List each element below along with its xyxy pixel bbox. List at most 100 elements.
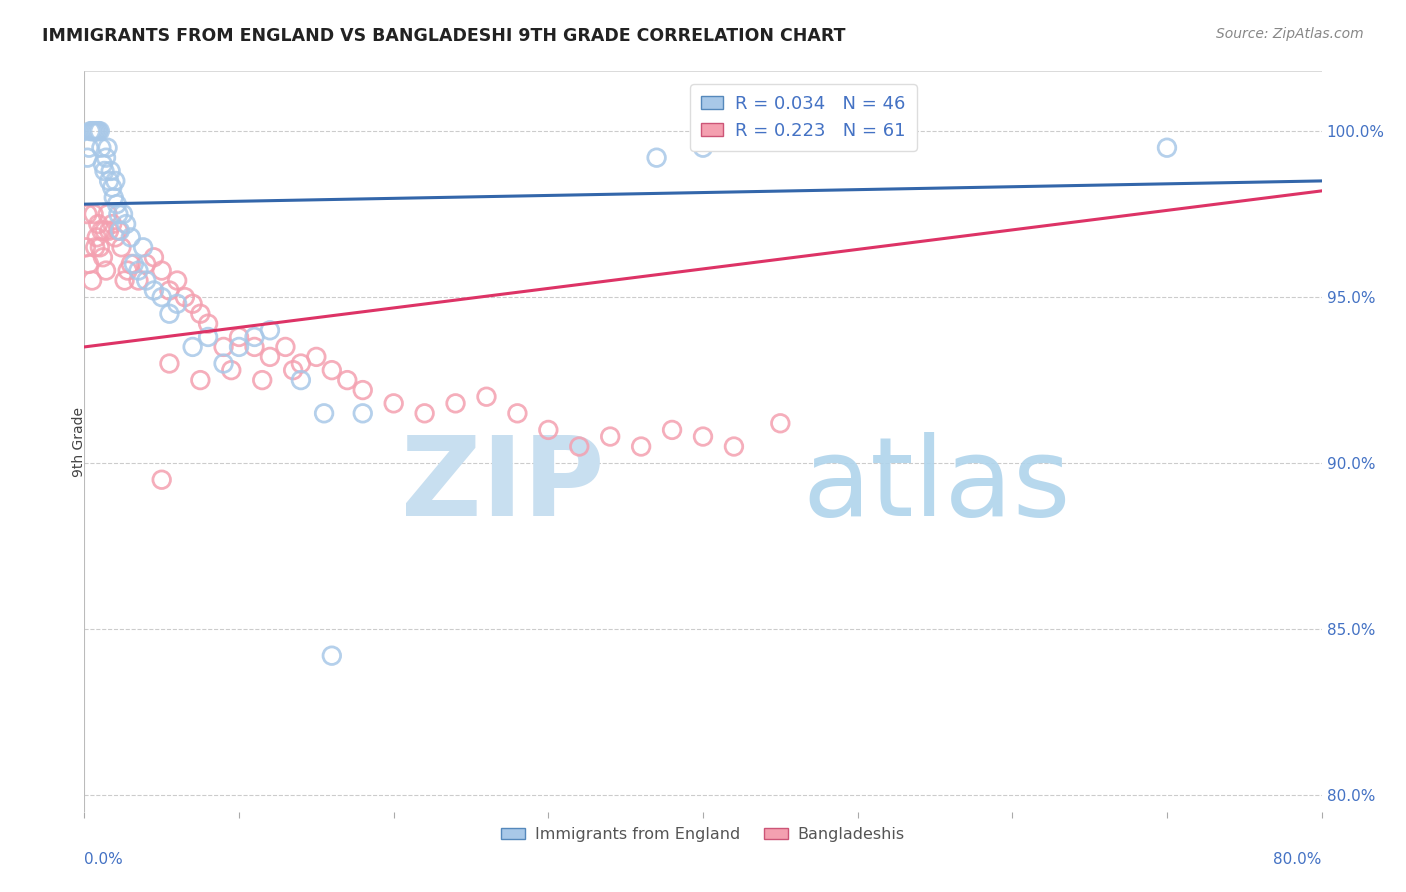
Point bbox=[89, 240, 111, 254]
Point bbox=[475, 390, 498, 404]
Point bbox=[259, 350, 281, 364]
Point bbox=[150, 290, 173, 304]
Point bbox=[290, 373, 312, 387]
Point bbox=[87, 217, 110, 231]
Text: 80.0%: 80.0% bbox=[1274, 852, 1322, 866]
Point bbox=[274, 340, 297, 354]
Point bbox=[382, 396, 405, 410]
Point bbox=[79, 124, 101, 138]
Point bbox=[769, 417, 792, 431]
Point bbox=[228, 340, 250, 354]
Text: atlas: atlas bbox=[801, 433, 1070, 540]
Point bbox=[127, 273, 149, 287]
Point bbox=[96, 141, 118, 155]
Point bbox=[352, 383, 374, 397]
Point bbox=[143, 284, 166, 298]
Point bbox=[84, 124, 107, 138]
Point bbox=[98, 174, 121, 188]
Point bbox=[91, 250, 114, 264]
Point bbox=[96, 207, 118, 221]
Point bbox=[114, 273, 136, 287]
Point bbox=[568, 440, 591, 454]
Text: Source: ZipAtlas.com: Source: ZipAtlas.com bbox=[1216, 27, 1364, 41]
Point bbox=[259, 323, 281, 337]
Point bbox=[108, 224, 131, 238]
Point bbox=[197, 330, 219, 344]
Point bbox=[537, 423, 560, 437]
Point bbox=[122, 257, 145, 271]
Point bbox=[321, 363, 343, 377]
Point bbox=[181, 340, 204, 354]
Point bbox=[101, 180, 124, 194]
Point bbox=[1156, 141, 1178, 155]
Point bbox=[413, 406, 436, 420]
Point bbox=[77, 257, 100, 271]
Point bbox=[117, 263, 139, 277]
Point bbox=[314, 406, 336, 420]
Point bbox=[84, 240, 107, 254]
Point bbox=[197, 317, 219, 331]
Point bbox=[143, 250, 166, 264]
Point bbox=[159, 307, 180, 321]
Point bbox=[159, 284, 180, 298]
Point bbox=[104, 174, 127, 188]
Point bbox=[86, 230, 108, 244]
Point bbox=[105, 197, 128, 211]
Point bbox=[250, 373, 273, 387]
Point bbox=[104, 230, 127, 244]
Point bbox=[91, 157, 114, 171]
Point bbox=[101, 217, 124, 231]
Point bbox=[135, 273, 157, 287]
Point bbox=[93, 224, 115, 238]
Point bbox=[336, 373, 359, 387]
Point bbox=[86, 124, 108, 138]
Point bbox=[93, 164, 115, 178]
Point bbox=[100, 164, 122, 178]
Text: IMMIGRANTS FROM ENGLAND VS BANGLADESHI 9TH GRADE CORRELATION CHART: IMMIGRANTS FROM ENGLAND VS BANGLADESHI 9… bbox=[42, 27, 845, 45]
Point bbox=[82, 124, 104, 138]
Point bbox=[132, 240, 155, 254]
Point bbox=[321, 648, 343, 663]
Text: 0.0%: 0.0% bbox=[84, 852, 124, 866]
Point bbox=[645, 151, 668, 165]
Point bbox=[305, 350, 328, 364]
Point bbox=[107, 224, 129, 238]
Point bbox=[661, 423, 683, 437]
Point bbox=[352, 406, 374, 420]
Point bbox=[188, 373, 212, 387]
Point bbox=[723, 440, 745, 454]
Point bbox=[135, 257, 157, 271]
Point bbox=[127, 263, 149, 277]
Point bbox=[75, 240, 97, 254]
Point bbox=[599, 429, 621, 443]
Point bbox=[174, 290, 197, 304]
Point bbox=[115, 217, 138, 231]
Point bbox=[212, 340, 235, 354]
Point bbox=[221, 363, 243, 377]
Point bbox=[188, 307, 212, 321]
Point bbox=[159, 357, 180, 371]
Point bbox=[506, 406, 529, 420]
Point bbox=[83, 124, 105, 138]
Point bbox=[243, 340, 266, 354]
Point bbox=[120, 257, 142, 271]
Point bbox=[150, 263, 173, 277]
Point bbox=[166, 273, 188, 287]
Point bbox=[150, 473, 173, 487]
Point bbox=[90, 224, 112, 238]
Point bbox=[228, 330, 250, 344]
Point bbox=[181, 297, 204, 311]
Point bbox=[290, 357, 312, 371]
Point bbox=[103, 190, 125, 204]
Point bbox=[630, 440, 652, 454]
Point bbox=[76, 151, 98, 165]
Point bbox=[212, 357, 235, 371]
Y-axis label: 9th Grade: 9th Grade bbox=[72, 407, 86, 476]
Point bbox=[94, 151, 117, 165]
Point bbox=[76, 207, 98, 221]
Point bbox=[89, 124, 111, 138]
Legend: Immigrants from England, Bangladeshis: Immigrants from England, Bangladeshis bbox=[495, 821, 911, 848]
Point bbox=[110, 240, 132, 254]
Point bbox=[107, 207, 129, 221]
Point bbox=[166, 297, 188, 311]
